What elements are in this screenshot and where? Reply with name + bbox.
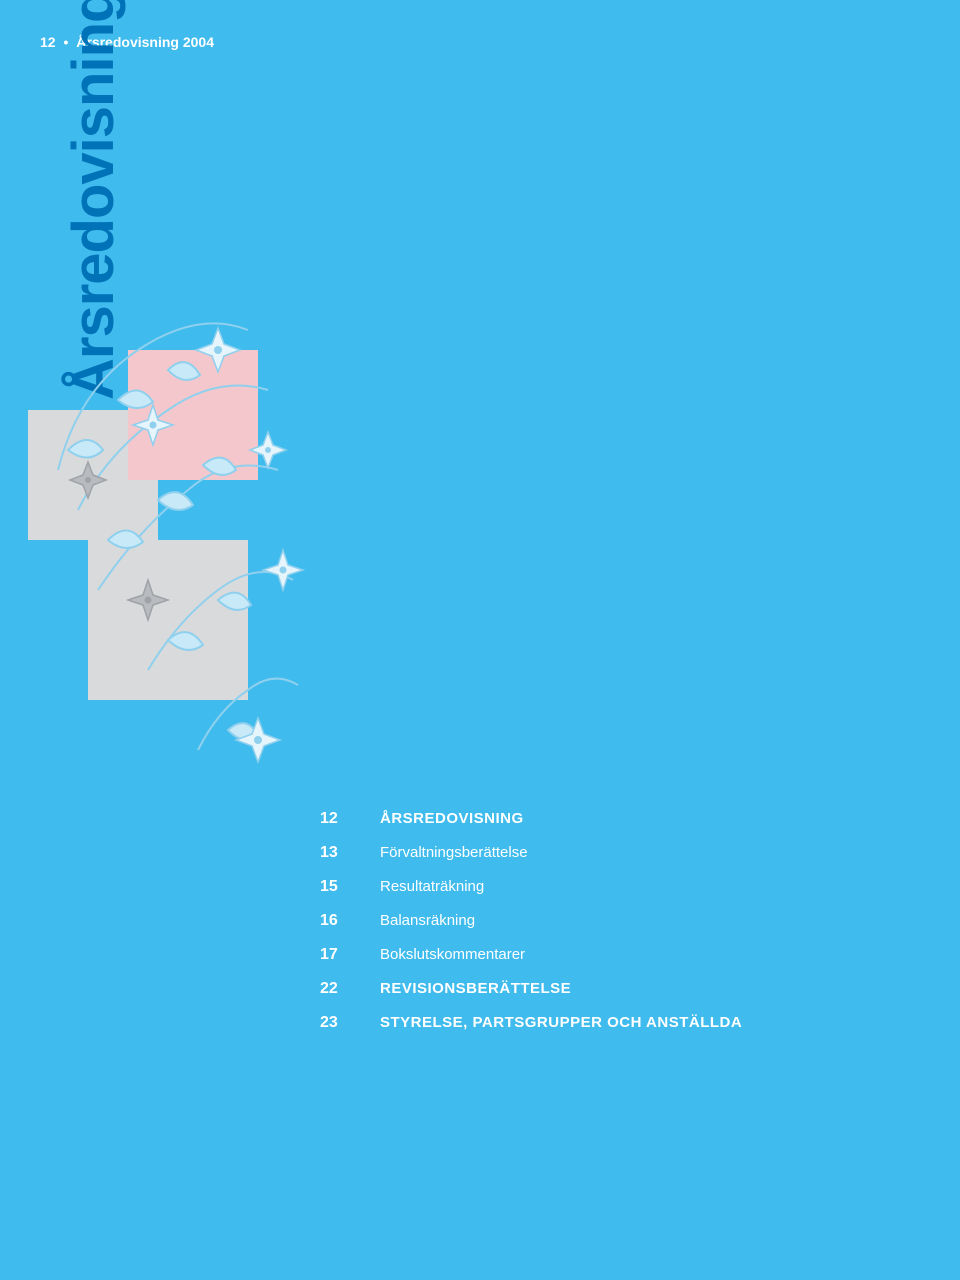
toc-page-number: 23 (320, 1014, 380, 1032)
page-number: 12 (40, 34, 56, 50)
toc-item: 13 Förvaltningsberättelse (320, 844, 742, 862)
toc-label: Resultaträkning (380, 878, 484, 895)
toc-label: REVISIONSBERÄTTELSE (380, 980, 571, 997)
table-of-contents: 12 ÅRSREDOVISNING 13 Förvaltningsberätte… (320, 810, 742, 1048)
toc-item: 23 STYRELSE, PARTSGRUPPER OCH ANSTÄLLDA (320, 1014, 742, 1032)
toc-page-number: 13 (320, 844, 380, 862)
toc-item: 15 Resultaträkning (320, 878, 742, 896)
toc-label: Bokslutskommentarer (380, 946, 525, 963)
toc-page-number: 17 (320, 946, 380, 964)
toc-page-number: 12 (320, 810, 380, 828)
floral-decoration (18, 290, 338, 790)
toc-page-number: 15 (320, 878, 380, 896)
toc-label: ÅRSREDOVISNING (380, 810, 524, 827)
toc-item: 16 Balansräkning (320, 912, 742, 930)
toc-label: Balansräkning (380, 912, 475, 929)
toc-item: 17 Bokslutskommentarer (320, 946, 742, 964)
toc-page-number: 22 (320, 980, 380, 998)
toc-page-number: 16 (320, 912, 380, 930)
toc-item: 22 REVISIONSBERÄTTELSE (320, 980, 742, 998)
toc-label: Förvaltningsberättelse (380, 844, 528, 861)
toc-item: 12 ÅRSREDOVISNING (320, 810, 742, 828)
toc-label: STYRELSE, PARTSGRUPPER OCH ANSTÄLLDA (380, 1014, 742, 1031)
